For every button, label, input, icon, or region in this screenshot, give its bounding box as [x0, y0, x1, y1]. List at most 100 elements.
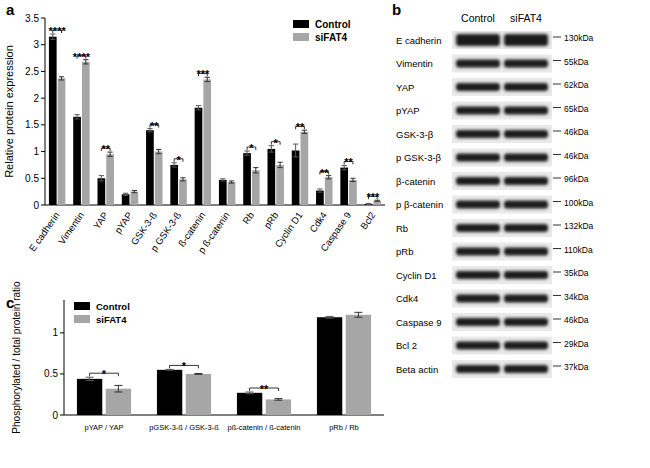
x-tick-label: Cdk4 — [307, 210, 329, 234]
y-axis-label: Relative protein expression — [3, 45, 15, 178]
size-label: 29kDa — [564, 339, 589, 349]
significance-label: * — [176, 154, 181, 166]
blot-band — [504, 201, 548, 209]
y-tick-label: 3.5 — [25, 13, 39, 24]
bar — [228, 182, 236, 205]
marks — [77, 315, 371, 415]
protein-label: GSK-3-β — [396, 129, 434, 140]
blot-strip — [452, 337, 552, 355]
y-tick — [41, 18, 45, 19]
bar — [237, 393, 262, 415]
legend: ControlsiFAT4 — [74, 301, 130, 325]
y-tick — [41, 44, 45, 45]
x-tick-label: pRb — [261, 210, 280, 231]
protein-label: Cdk4 — [396, 293, 418, 304]
protein-label: Vimentin — [396, 58, 433, 69]
bar — [316, 191, 324, 205]
error-bar — [317, 189, 322, 192]
y-tick — [41, 71, 45, 72]
bar — [157, 370, 182, 415]
y-tick — [60, 373, 64, 374]
bar — [276, 165, 284, 205]
size-label: 35kDa — [564, 268, 589, 278]
blot-band — [504, 318, 548, 326]
size-label: 46kDa — [564, 127, 589, 137]
x-tick-label: p ß-catenin — [196, 210, 232, 255]
blot-band — [504, 271, 548, 279]
error-bar — [326, 316, 334, 318]
bar — [317, 317, 342, 415]
panel-label: a — [6, 1, 15, 18]
bar — [179, 179, 187, 205]
error-bar — [156, 149, 161, 153]
size-label: 132kDa — [564, 221, 594, 231]
significance-label: * — [274, 137, 279, 149]
y-tick — [41, 205, 45, 206]
significance-label: **** — [73, 51, 91, 63]
error-bars — [50, 34, 380, 204]
panel-label: b — [392, 1, 401, 18]
x-axis — [45, 205, 385, 206]
y-tick — [41, 124, 45, 125]
bar — [219, 180, 227, 205]
bar — [325, 177, 333, 205]
blot-band — [504, 60, 548, 68]
blot-band — [456, 34, 500, 46]
protein-label: p β-catenin — [396, 199, 443, 210]
protein-label: Bcl 2 — [396, 340, 417, 351]
protein-label: pRb — [396, 246, 413, 257]
bar — [349, 180, 357, 205]
blot-band — [456, 271, 500, 279]
marker-dash — [553, 272, 561, 273]
size-label: 65kDa — [564, 104, 589, 114]
legend-label: Control — [315, 19, 351, 30]
x-tick-label: YAP — [91, 210, 111, 231]
lane-label: siFAT4 — [510, 12, 542, 24]
significance-label: ** — [150, 120, 159, 132]
x-tick-label: Caspase 9 — [318, 210, 353, 254]
x-tick-label: Vimentin — [56, 210, 86, 246]
x-tick-label: E cadherin — [27, 210, 62, 254]
y-axis-label: Phosphorylated / total protein ratio — [11, 281, 22, 434]
error-bar — [59, 77, 64, 80]
blot-band — [504, 248, 548, 256]
x-tick-label: pYAP / YAP — [84, 423, 123, 432]
size-label: 96kDa — [564, 174, 589, 184]
y-axis — [45, 18, 46, 205]
significance-label: **** — [49, 25, 67, 37]
protein-label: Cyclin D1 — [396, 270, 437, 281]
protein-label: Beta actin — [396, 364, 438, 375]
x-tick-label: pRb / Rb — [329, 423, 359, 432]
blot-band — [456, 295, 500, 303]
marker-dash — [553, 366, 561, 367]
blot-band — [504, 224, 548, 232]
significance-label: ** — [260, 383, 269, 395]
blot-strip — [452, 125, 552, 143]
bar — [131, 192, 139, 205]
blot-band — [456, 130, 500, 138]
marker-dash — [553, 225, 561, 226]
bar — [365, 204, 373, 205]
significance-label: ** — [101, 143, 110, 155]
blot-band — [456, 201, 500, 209]
bar — [77, 379, 102, 415]
lane-label: Control — [461, 12, 495, 24]
significance-label: ** — [296, 121, 305, 133]
significance-label: ** — [344, 156, 353, 168]
error-bar — [86, 377, 94, 380]
bar — [97, 178, 105, 205]
size-label: 55kDa — [564, 57, 589, 67]
error-bar — [114, 385, 122, 392]
bar — [252, 170, 260, 205]
western-blot: ControlsiFAT4E cadherin130kDaVimentin55k… — [396, 12, 594, 378]
bar — [155, 152, 163, 205]
significance-label: * — [182, 360, 187, 372]
bar — [122, 194, 130, 205]
blot-band — [504, 177, 548, 185]
error-bar — [277, 162, 282, 167]
bar — [106, 154, 114, 205]
bar — [195, 108, 203, 205]
protein-label: YAP — [396, 82, 414, 93]
x-tick-label: Cyclin D1 — [272, 210, 304, 250]
error-bar — [123, 193, 128, 195]
